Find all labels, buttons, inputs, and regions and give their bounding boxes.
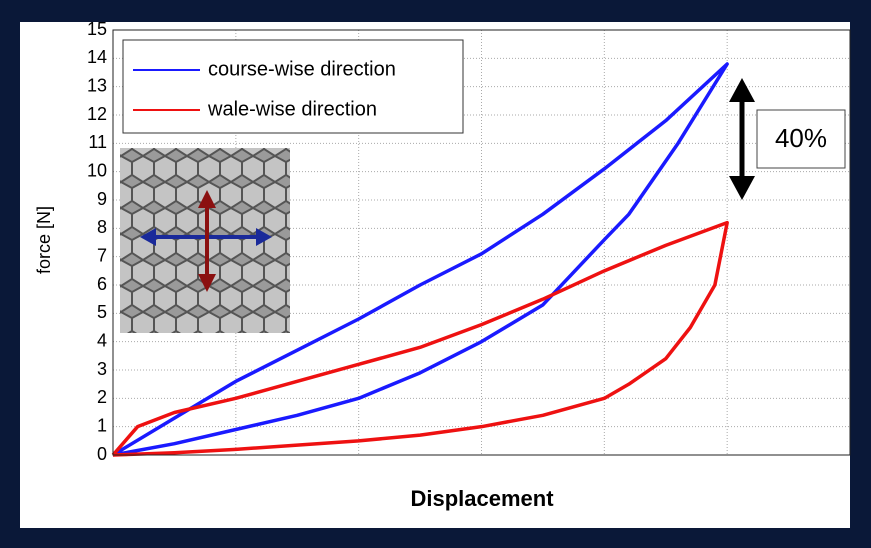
x-axis-label: Displacement — [410, 486, 554, 511]
y-tick-label: 4 — [97, 330, 107, 350]
y-tick-label: 3 — [97, 359, 107, 379]
legend-label: wale-wise direction — [207, 98, 377, 120]
y-tick-label: 6 — [97, 274, 107, 294]
y-tick-label: 1 — [97, 415, 107, 435]
y-tick-label: 0 — [97, 444, 107, 464]
y-tick-label: 7 — [97, 245, 107, 265]
y-tick-label: 11 — [88, 132, 107, 152]
chart: force [N] Displacement 40% 0123456789101… — [0, 0, 871, 548]
annotation: 40% — [775, 123, 827, 153]
y-tick-label: 9 — [97, 189, 107, 209]
y-tick-label: 12 — [87, 104, 107, 124]
page: force [N] Displacement 40% 0123456789101… — [0, 0, 871, 548]
y-tick-label: 5 — [97, 302, 107, 322]
y-tick-label: 8 — [97, 217, 107, 237]
y-tick-label: 15 — [87, 19, 107, 39]
y-tick-label: 10 — [87, 160, 107, 180]
y-tick-label: 2 — [97, 387, 107, 407]
legend-label: course-wise direction — [208, 58, 396, 80]
y-tick-label: 13 — [87, 75, 107, 95]
y-axis-label: force [N] — [34, 206, 54, 274]
y-tick-label: 14 — [87, 47, 107, 67]
